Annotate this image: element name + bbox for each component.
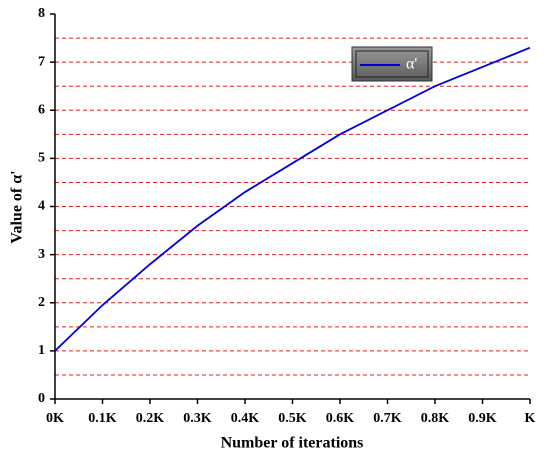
y-tick-label: 5 [38,151,45,166]
y-tick-label: 3 [38,247,45,262]
x-tick-label: 0.1K [88,411,117,426]
y-tick-label: 0 [38,391,45,406]
x-tick-label: 0.2K [136,411,165,426]
x-tick-label: 0K [46,411,64,426]
y-tick-label: 7 [38,54,45,69]
line [54,46,531,352]
y-tick-label: 8 [38,6,45,21]
x-tick-label: 0.7K [373,411,402,426]
x-tick-label: 0.8K [421,411,450,426]
x-tick-label: 0.6K [326,411,355,426]
y-tick-label: 1 [38,343,45,358]
x-tick-label: 0.3K [183,411,212,426]
legend: α' [351,46,433,82]
y-tick-label: 2 [38,295,45,310]
y-axis-title: Value of α' [9,170,26,243]
legend-label: α' [406,56,417,73]
x-tick-label: 0.9K [468,411,497,426]
x-tick-label: 0.4K [231,411,260,426]
x-tick-label: K [525,411,536,426]
y-tick-label: 4 [38,199,45,214]
y-tick-label: 6 [38,102,45,117]
x-tick-label: 0.5K [278,411,307,426]
legend-inner [355,50,429,78]
x-axis-title: Number of iterations [221,435,364,452]
